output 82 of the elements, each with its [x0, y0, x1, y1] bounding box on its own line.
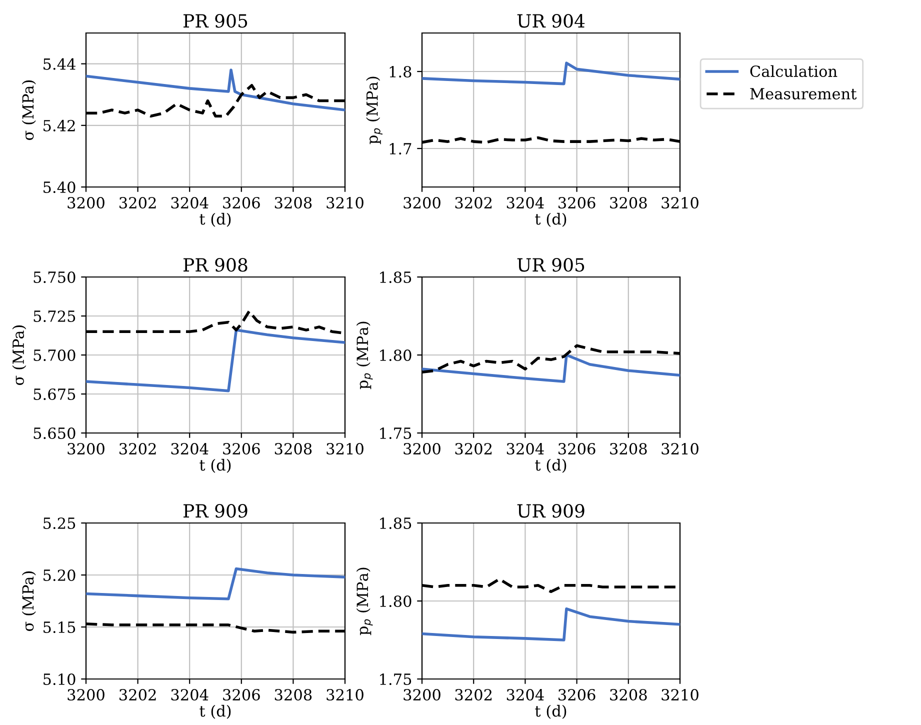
x-axis-title: t (d) — [200, 704, 231, 719]
y-tick-label: 1.85 — [380, 517, 412, 530]
y-tick-label: 5.650 — [34, 427, 76, 440]
x-axis-title: t (d) — [535, 212, 566, 227]
x-tick-label: 3210 — [662, 442, 698, 455]
y-axis-title: σ (MPa) — [22, 80, 36, 140]
x-axis-title: t (d) — [535, 704, 566, 719]
x-tick-label: 3204 — [171, 442, 208, 455]
y-tick-label: 5.40 — [44, 181, 76, 194]
x-tick-label: 3206 — [223, 688, 260, 701]
chart-title: PR 908 — [184, 258, 248, 272]
y-tick-label: 5.700 — [34, 349, 76, 362]
x-tick-label: 3206 — [558, 442, 596, 455]
x-tick-label: 3202 — [120, 196, 156, 209]
x-tick-label: 3202 — [120, 688, 156, 701]
y-tick-label: 1.8 — [390, 66, 412, 78]
x-tick-label: 3200 — [404, 442, 440, 455]
line-series — [86, 328, 345, 392]
y-tick-label: 1.80 — [380, 595, 412, 608]
x-tick-label: 3200 — [68, 442, 104, 455]
x-tick-label: 3200 — [68, 196, 104, 209]
y-tick-label: 1.75 — [380, 673, 412, 686]
line-series — [422, 607, 680, 642]
y-tick-label: 5.750 — [34, 271, 76, 284]
x-tick-label: 3206 — [223, 442, 260, 455]
y-tick-label: 1.7 — [390, 142, 412, 155]
x-tick-label: 3208 — [274, 196, 312, 209]
y-axis-title: p$_{p}$ (MPa) — [366, 76, 382, 144]
x-axis-title: t (d) — [535, 458, 566, 473]
x-tick-label: 3210 — [326, 196, 364, 209]
x-tick-label: 3204 — [506, 196, 544, 209]
x-axis-title: t (d) — [200, 458, 231, 473]
x-tick-label: 3208 — [274, 688, 312, 701]
x-tick-label: 3202 — [120, 442, 156, 455]
y-tick-label: 1.85 — [380, 271, 412, 284]
x-tick-label: 3200 — [404, 688, 440, 701]
y-tick-label: 5.10 — [44, 673, 76, 686]
x-tick-label: 3210 — [326, 442, 364, 455]
chart-title: UR 909 — [517, 504, 584, 518]
x-tick-label: 3204 — [171, 688, 208, 701]
line-series — [422, 62, 680, 86]
chart-title: UR 905 — [517, 258, 584, 272]
x-tick-label: 3206 — [558, 688, 596, 701]
y-axis-title: p$_{p}$ (MPa) — [356, 568, 373, 636]
x-tick-label: 3208 — [610, 688, 647, 701]
x-tick-label: 3210 — [662, 196, 698, 209]
x-tick-label: 3200 — [68, 688, 104, 701]
x-tick-label: 3204 — [506, 442, 544, 455]
line-series — [86, 68, 345, 112]
y-axis-title: p$_{p}$ (MPa) — [356, 322, 373, 390]
x-tick-label: 3202 — [455, 688, 492, 701]
y-tick-label: 1.80 — [380, 349, 412, 362]
x-tick-label: 3208 — [274, 442, 312, 455]
y-tick-label: 5.15 — [44, 621, 76, 634]
chart-title: PR 905 — [184, 14, 248, 28]
line-series — [422, 354, 680, 383]
x-tick-label: 3210 — [662, 688, 698, 701]
y-tick-label: 5.725 — [34, 310, 76, 322]
x-tick-label: 3200 — [404, 196, 440, 209]
y-tick-label: 5.675 — [34, 388, 76, 400]
x-tick-label: 3202 — [455, 196, 492, 209]
y-tick-label: 1.75 — [380, 427, 412, 440]
x-tick-label: 3204 — [171, 196, 208, 209]
y-tick-label: 5.42 — [44, 120, 75, 132]
x-tick-label: 3210 — [326, 688, 364, 701]
x-tick-label: 3206 — [223, 196, 260, 209]
y-axis-title: σ (MPa) — [22, 571, 36, 632]
legend-label: Measurement — [750, 88, 857, 100]
x-tick-label: 3208 — [610, 442, 647, 455]
y-tick-label: 5.44 — [44, 58, 76, 70]
line-series — [86, 567, 345, 600]
y-tick-label: 5.25 — [44, 517, 76, 530]
chart-title: UR 904 — [517, 14, 585, 28]
x-axis-title: t (d) — [200, 212, 231, 227]
legend-label: Calculation — [750, 65, 838, 78]
x-tick-label: 3204 — [506, 688, 544, 701]
x-tick-label: 3202 — [455, 442, 492, 455]
y-tick-label: 5.20 — [44, 569, 76, 582]
x-tick-label: 3208 — [610, 196, 647, 209]
chart-title: PR 909 — [184, 504, 248, 518]
y-axis-title: σ (MPa) — [12, 325, 26, 386]
x-tick-label: 3206 — [558, 196, 596, 209]
